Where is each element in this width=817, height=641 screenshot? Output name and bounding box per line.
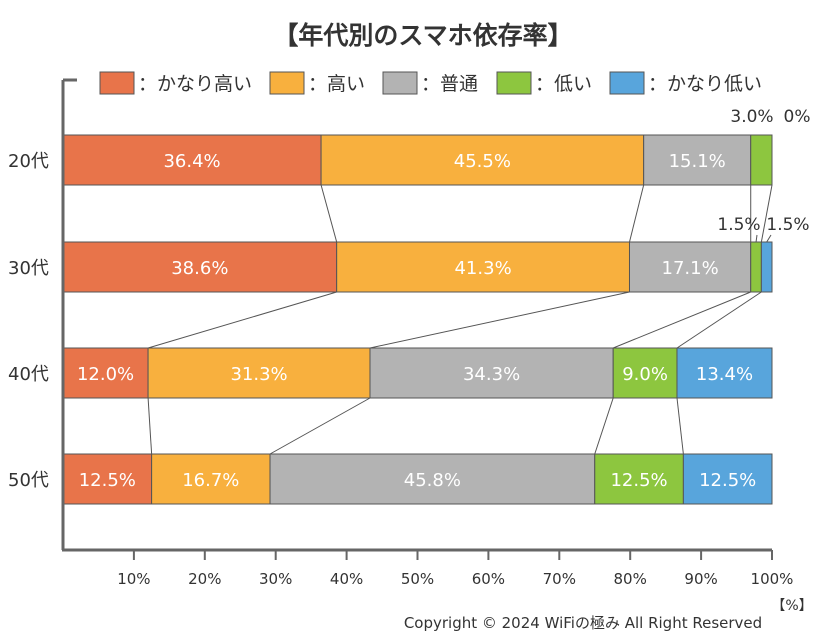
bar-4-series-5-label: 12.5%: [699, 470, 756, 491]
bar-3-series-2-label: 31.3%: [230, 364, 287, 385]
connector-line: [369, 291, 630, 349]
x-tick-label: 30%: [259, 570, 292, 588]
bar-4-series-4: [594, 453, 684, 505]
chart-title: 【年代別のスマホ依存率】: [273, 21, 572, 50]
bar-1-series-3-label: 15.1%: [669, 151, 726, 172]
bar-1-series-4-label: 3.0%: [730, 107, 773, 127]
bar-4-series-2: [151, 453, 271, 505]
bar-4-series-3-label: 45.8%: [404, 470, 461, 491]
bar-2-series-5: [760, 241, 773, 293]
bar-3-series-2: [147, 347, 371, 399]
leader-line: [766, 234, 772, 243]
bar-2-series-3-label: 17.1%: [662, 258, 719, 279]
bar-4-series-1-label: 12.5%: [79, 470, 136, 491]
bar-3-series-3-label: 34.3%: [463, 364, 520, 385]
x-tick-label: 40%: [330, 570, 363, 588]
bar-1-series-2: [320, 134, 645, 186]
copyright: Copyright © 2024 WiFiの極み All Right Reser…: [404, 614, 762, 632]
bar-1-series-1-label: 36.4%: [163, 151, 220, 172]
bar-3-series-1-label: 12.0%: [77, 364, 134, 385]
x-axis-unit: 【%】: [771, 598, 812, 614]
leader-line: [755, 234, 758, 243]
legend-label-series-1: ：かなり高い: [138, 73, 252, 95]
legend-label-series-4: ：低い: [535, 73, 592, 95]
x-tick-label: 20%: [188, 570, 221, 588]
x-tick-label: 10%: [117, 570, 150, 588]
bar-1-series-4: [750, 134, 773, 186]
category-label: 20代: [8, 151, 49, 172]
connector-line: [629, 184, 645, 243]
bar-1-series-3: [643, 134, 752, 186]
x-ticks: 10% 20% 30% 40% 50% 60% 70% 80% 90% 100%: [117, 550, 793, 588]
category-label: 50代: [8, 470, 49, 491]
bar-1-series-5-label: 0%: [784, 107, 811, 127]
legend-label-series-2: ：高い: [308, 73, 365, 95]
connector-line: [676, 291, 762, 349]
connector-line: [269, 397, 371, 455]
legend: ：かなり高い ：高い ：普通 ：低い ：かなり低い: [99, 71, 762, 95]
connector-line: [594, 397, 614, 455]
legend-swatch-series-1: [99, 71, 135, 95]
x-tick-label: 100%: [751, 570, 794, 588]
bar-3-series-3: [369, 347, 614, 399]
connector-lines: [147, 184, 773, 455]
bar-3-series-5-label: 13.4%: [696, 364, 753, 385]
bar-4-series-4-label: 12.5%: [610, 470, 667, 491]
x-tick-label: 70%: [543, 570, 576, 588]
bar-3-series-4: [612, 347, 678, 399]
bar-2-series-3: [628, 241, 752, 293]
x-tick-label: 80%: [614, 570, 647, 588]
connector-line: [612, 291, 751, 349]
connector-line: [676, 397, 684, 455]
legend-swatch-series-4: [496, 71, 532, 95]
bar-2-series-2-label: 41.3%: [454, 258, 511, 279]
connector-line: [147, 397, 153, 455]
legend-swatch-series-5: [609, 71, 645, 95]
bar-1-series-2-label: 45.5%: [454, 151, 511, 172]
legend-label-series-3: ：普通: [421, 73, 478, 95]
bar-3-series-1: [62, 347, 149, 399]
category-labels: 20代 30代 40代 50代: [8, 151, 49, 491]
bar-2-series-1-label: 38.6%: [171, 258, 228, 279]
bar-3-series-5: [676, 347, 773, 399]
bar-segments: 36.4% 45.5% 15.1% 38.6% 41.3% 17.1% 12.0% 31.3%…: [62, 107, 811, 505]
bar-4-series-5: [682, 453, 773, 505]
connector-line: [147, 291, 337, 349]
bar-2-series-4-label: 1.5%: [717, 215, 760, 235]
bar-4-series-1: [62, 453, 153, 505]
connector-line: [320, 184, 338, 243]
category-label: 30代: [8, 258, 49, 279]
bar-4-series-3: [269, 453, 596, 505]
x-tick-label: 50%: [401, 570, 434, 588]
bar-3-series-4-label: 9.0%: [622, 364, 668, 385]
connector-line: [760, 184, 773, 243]
bar-4-series-2-label: 16.7%: [182, 470, 239, 491]
legend-swatch-series-3: [382, 71, 418, 95]
legend-label-series-5: ：かなり低い: [648, 73, 762, 95]
x-tick-label: 90%: [684, 570, 717, 588]
category-label: 40代: [8, 364, 49, 385]
bar-2-series-4: [750, 241, 762, 293]
legend-swatch-series-2: [269, 71, 305, 95]
x-tick-label: 60%: [472, 570, 505, 588]
bar-2-series-5-label: 1.5%: [766, 215, 809, 235]
